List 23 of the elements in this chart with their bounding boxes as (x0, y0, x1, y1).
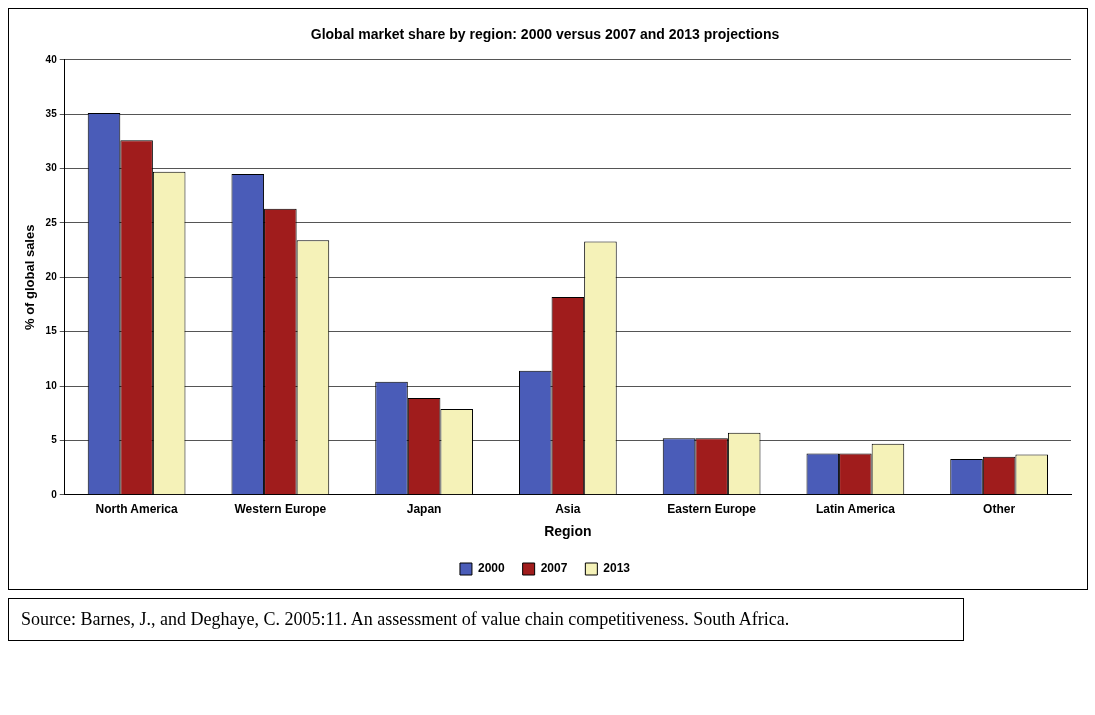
legend-label: 2000 (477, 561, 505, 576)
x-tick-label: Eastern Europe (667, 502, 757, 517)
y-tick-label: 5 (51, 434, 58, 446)
x-tick-label: Japan (406, 502, 442, 517)
y-tick-label: 40 (45, 53, 58, 65)
y-tick-label: 15 (45, 325, 58, 337)
y-axis-title: % of global sales (22, 224, 38, 331)
legend-label: 2013 (603, 561, 631, 576)
x-tick-label: North America (95, 502, 179, 517)
source-note: Source: Barnes, J., and Deghaye, C. 2005:11. An assessment of value chain competitiveness. South Africa. (8, 598, 964, 641)
x-tick-label: Asia (555, 502, 581, 517)
legend-label: 2007 (540, 561, 568, 576)
x-axis-title: Region (544, 523, 592, 540)
y-tick-label: 25 (45, 216, 58, 228)
y-tick-label: 10 (45, 379, 58, 391)
x-tick-label: Western Europe (234, 502, 327, 517)
y-tick-label: 0 (51, 488, 58, 500)
x-tick-label: Latin America (815, 502, 896, 517)
y-tick-label: 30 (45, 162, 58, 174)
y-tick-label: 35 (45, 107, 58, 119)
chart-title: Global market share by region: 2000 versus 2007 and 2013 projections (310, 26, 780, 43)
x-tick-label: Other (983, 502, 1016, 517)
y-tick-label: 20 (45, 271, 58, 283)
